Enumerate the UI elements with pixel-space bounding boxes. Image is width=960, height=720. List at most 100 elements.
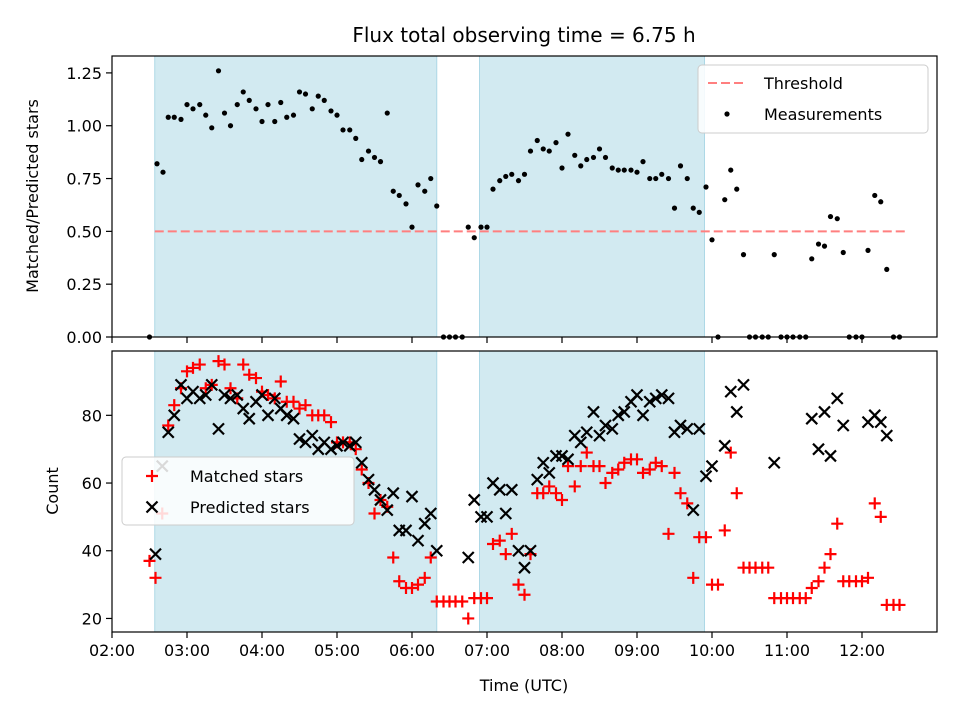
data-point (724, 385, 738, 398)
data-point (684, 175, 690, 182)
x-tick-label: 05:00 (314, 641, 360, 660)
y-tick-label: 20 (82, 609, 102, 628)
data-point (628, 167, 634, 173)
data-point (868, 497, 881, 510)
data-point (218, 358, 231, 371)
data-point (578, 163, 584, 169)
data-point (872, 192, 878, 199)
data-point (154, 161, 160, 167)
data-point (212, 422, 225, 436)
data-point (555, 449, 569, 463)
data-point (434, 203, 440, 209)
data-point (662, 527, 675, 540)
data-point (809, 256, 815, 262)
panel-ratio: 0.00 0.25 0.50 0.75 1.00 1.25 Threshold Measure… (66, 55, 938, 347)
data-point (655, 388, 669, 402)
data-point (405, 490, 419, 503)
data-point (374, 493, 387, 507)
data-point (471, 235, 477, 241)
y-tick-label: 0.00 (66, 328, 102, 347)
chart-title: Flux total observing time = 6.75 h (352, 23, 695, 47)
data-point (467, 493, 481, 507)
x-tick-label: 04:00 (239, 641, 285, 660)
data-point (355, 456, 369, 470)
data-point (362, 473, 375, 486)
data-point (265, 101, 271, 108)
data-point (280, 409, 294, 422)
series-matched-stars (143, 355, 906, 625)
y-tick-label: 0.25 (66, 275, 102, 294)
data-point (640, 159, 646, 165)
legend-predicted-swatch (145, 500, 159, 514)
data-point (542, 466, 556, 480)
data-point (149, 547, 162, 561)
data-point (230, 388, 244, 402)
data-point (574, 436, 588, 449)
data-point (705, 459, 719, 473)
data-point (537, 487, 550, 500)
data-point (659, 171, 665, 177)
data-point (618, 456, 631, 469)
data-point (347, 127, 353, 133)
data-point (184, 101, 190, 108)
data-point (418, 571, 431, 584)
legend: Matched stars Predicted stars (121, 456, 355, 526)
data-point (609, 165, 615, 171)
data-point (368, 483, 381, 497)
shaded-interval (154, 55, 438, 338)
data-point (681, 497, 694, 510)
data-point (240, 89, 246, 95)
data-point (543, 480, 556, 493)
data-point (580, 425, 594, 439)
data-point (334, 112, 340, 118)
data-point (221, 110, 228, 116)
data-point (324, 442, 338, 456)
data-point (580, 446, 593, 459)
data-point (424, 551, 437, 564)
data-point (203, 112, 209, 118)
legend-label: Measurements (764, 105, 882, 124)
data-point (215, 68, 222, 74)
x-tick-label: 02:00 (89, 641, 135, 660)
data-point (359, 156, 365, 163)
data-point (509, 171, 515, 177)
data-point (149, 571, 162, 584)
data-point (712, 578, 724, 591)
data-point (540, 146, 546, 152)
data-point (284, 114, 290, 120)
x-tick-label: 09:00 (614, 641, 660, 660)
data-point (686, 503, 700, 517)
data-point (587, 405, 600, 419)
data-point (862, 571, 874, 584)
data-point (893, 598, 906, 611)
data-point (234, 101, 240, 108)
data-point (824, 449, 837, 463)
data-point (384, 110, 390, 116)
data-point (415, 182, 421, 188)
data-point (536, 456, 550, 470)
data-point (674, 419, 687, 432)
data-point (293, 432, 306, 446)
data-point (840, 249, 846, 256)
data-point (418, 517, 432, 530)
data-point (821, 243, 828, 249)
data-point (630, 388, 644, 402)
data-point (653, 175, 659, 182)
legend-box (121, 456, 355, 526)
data-point (700, 531, 712, 544)
data-point (336, 436, 350, 449)
data-point (593, 429, 606, 442)
data-point (296, 89, 303, 95)
data-point (805, 412, 819, 425)
data-point (767, 456, 781, 470)
data-point (368, 507, 381, 520)
data-point (422, 188, 428, 194)
data-point (199, 388, 213, 402)
data-point (699, 469, 713, 483)
data-point (174, 378, 188, 392)
data-point (572, 152, 578, 158)
data-point (205, 378, 219, 392)
data-point (412, 578, 424, 591)
data-point (568, 480, 581, 493)
